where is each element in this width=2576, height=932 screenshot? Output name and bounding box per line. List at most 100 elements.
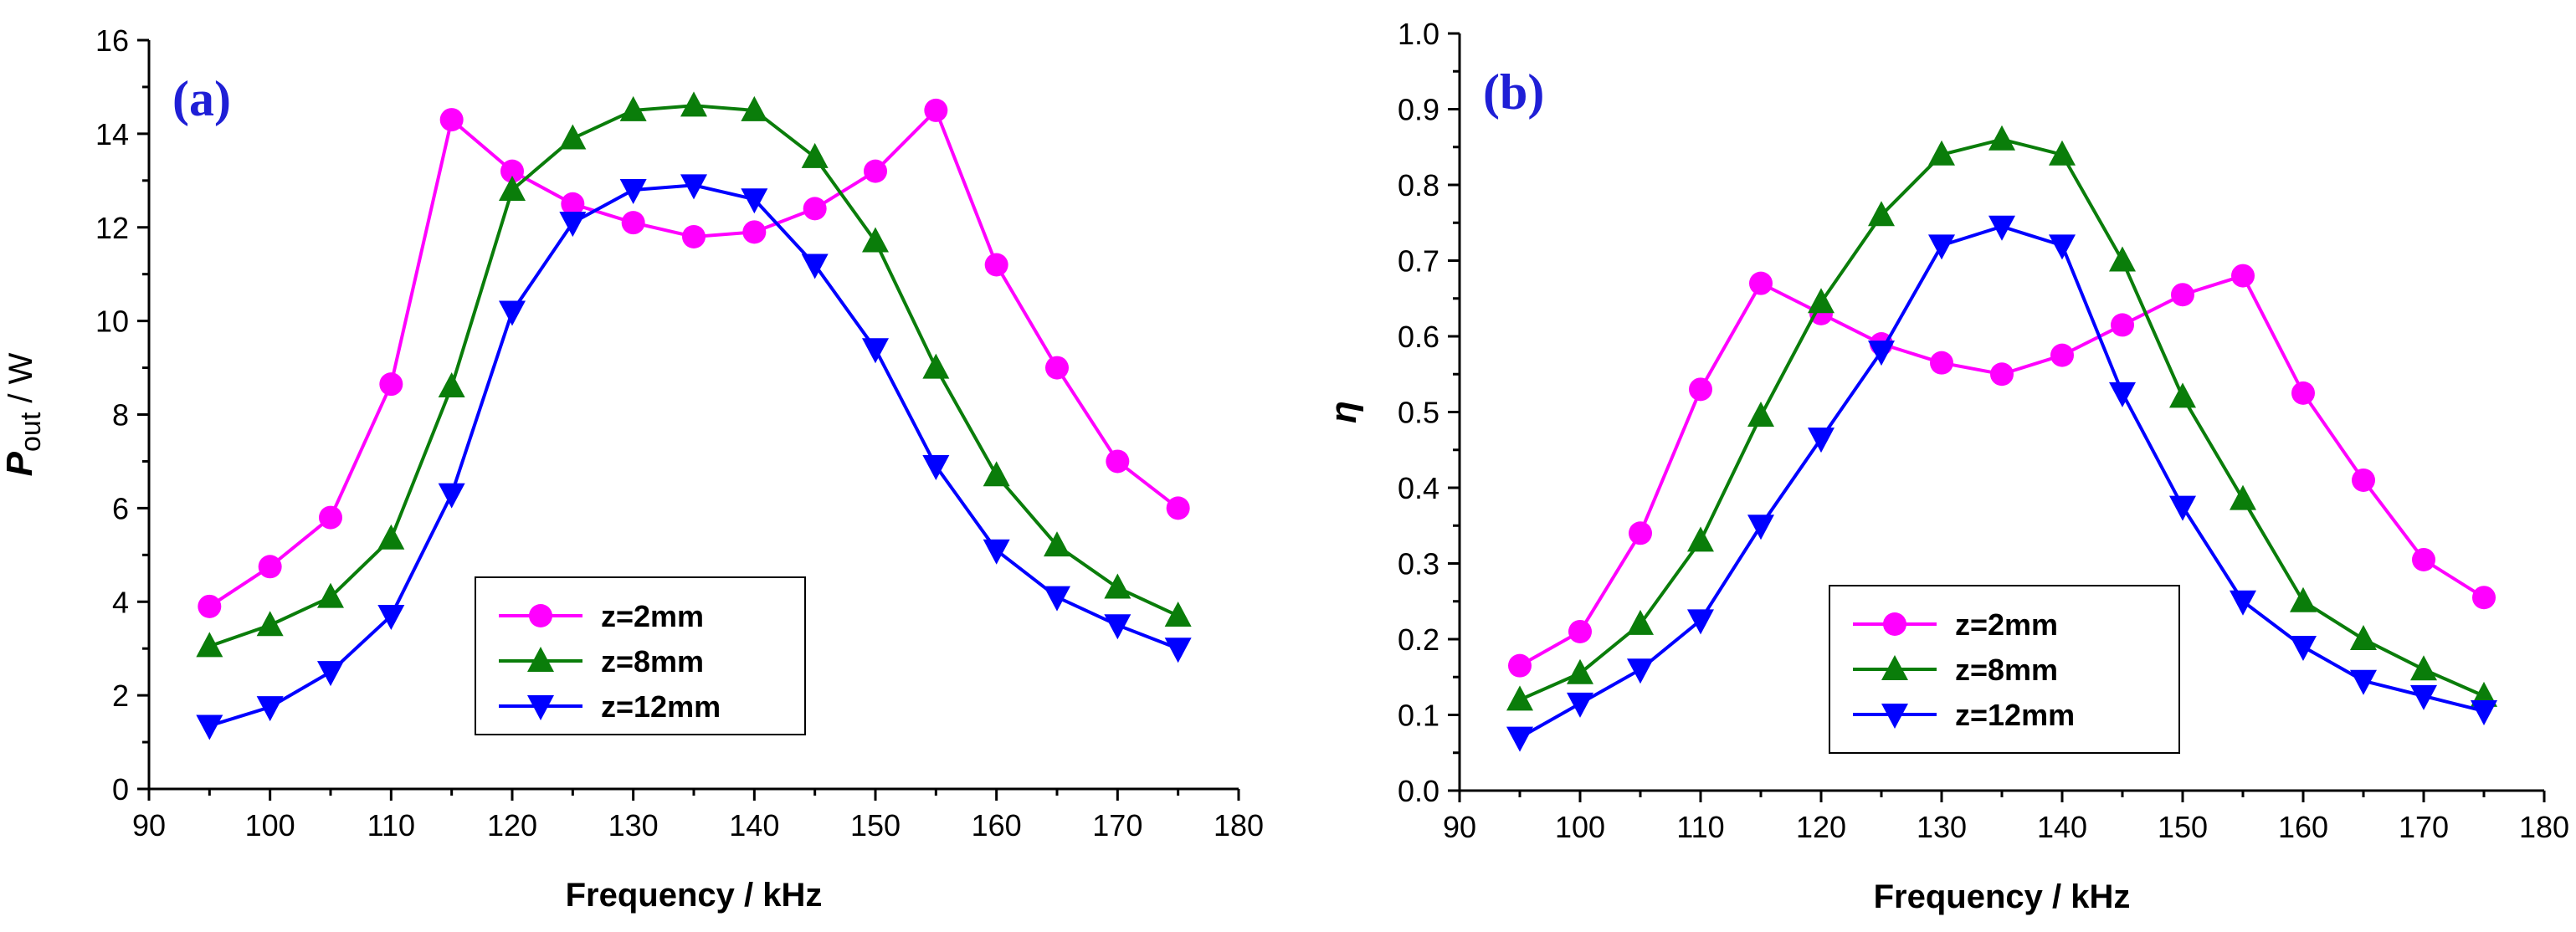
x-tick-label: 100 [1555,810,1605,844]
data-point [499,176,526,201]
y-tick-label: 1.0 [1398,17,1439,51]
data-point [2169,382,2196,408]
data-point [196,714,223,740]
data-point [2230,590,2256,616]
data-point [1104,573,1131,599]
data-point [1689,377,1712,402]
y-tick-label: 6 [112,491,129,525]
data-point [864,159,887,183]
data-point [2350,669,2377,695]
series-z=8mm [1506,125,2497,711]
data-point [500,159,524,183]
data-point [801,253,829,279]
data-point [377,524,405,550]
data-point [1508,653,1532,678]
data-point [1808,288,1835,314]
data-point [2290,636,2317,662]
x-tick-label: 130 [1917,810,1967,844]
legend-marker [1883,612,1906,636]
data-point [680,174,707,200]
data-point [2169,495,2196,521]
legend-label: z=12mm [1955,698,2075,732]
y-tick-label: 14 [95,117,129,151]
data-point [196,632,223,658]
data-point [862,227,889,253]
data-point [742,220,767,244]
panel-label: (a) [172,71,231,126]
data-point [2111,313,2134,337]
chart-panel-a: 90 100 110 120 130 140 150 160 170 180 0 2 4 6 8 10 12 14… [0,23,1264,914]
data-point [924,98,948,122]
data-point [1106,449,1130,474]
y-axis-title: η [1323,401,1364,423]
data-point [2291,381,2315,405]
data-point [1627,609,1654,635]
y-axis-title-main: η [1323,401,1364,423]
x-tick-label: 120 [1796,810,1846,844]
y-tick-label: 2 [112,679,129,713]
data-point [1044,531,1070,557]
data-point [2471,699,2497,725]
data-point [1629,521,1652,545]
legend-marker [1881,704,1908,729]
data-point [1164,638,1192,663]
legend-marker [1881,655,1908,680]
y-tick-label: 12 [95,211,129,245]
data-point [319,505,342,530]
data-point [1747,515,1774,540]
data-point [256,611,284,637]
data-point [1567,692,1593,718]
data-point [1506,685,1533,711]
x-tick-label: 160 [972,808,1022,842]
data-point [1166,496,1190,520]
x-tick-label: 160 [2278,810,2328,844]
x-axis-title: Frequency / kHz [566,877,823,914]
data-point [2352,468,2375,492]
x-tick-label: 150 [850,808,901,842]
legend-marker [527,695,554,720]
legend-marker [529,604,552,627]
data-point [2049,140,2076,166]
y-axis-title-sub: out [15,412,47,452]
legend-marker [527,647,554,672]
x-tick-label: 90 [1443,810,1476,844]
x-tick-label: 90 [132,808,166,842]
x-tick-label: 150 [2158,810,2208,844]
data-point [256,696,284,722]
series-z=2mm [198,98,1190,618]
data-point [2231,264,2255,288]
data-point [438,371,465,397]
data-point [499,300,526,326]
data-point [317,661,344,687]
y-tick-label: 0.8 [1398,168,1439,202]
data-point [438,483,465,509]
data-point [1747,402,1774,428]
x-tick-label: 180 [2519,810,2569,844]
data-point [561,192,585,216]
data-point [559,212,587,238]
data-point [2050,343,2074,367]
y-tick-label: 4 [112,585,129,619]
data-point [1988,215,2015,241]
y-tick-label: 10 [95,305,129,339]
chart-panel-b: 90 100 110 120 130 140 150 160 170 180 0.0 0.1 0.2 0.… [1323,17,2569,915]
data-point [682,224,706,248]
legend: z=2mm z=8mm z=12mm [1829,585,2180,754]
data-point [1868,201,1895,227]
data-point [1506,726,1533,752]
legend-label: z=2mm [1955,607,2058,642]
data-point [439,108,464,132]
series-z=2mm [1508,264,2496,678]
data-point [2412,547,2435,571]
x-tick-label: 120 [487,808,537,842]
legend: z=2mm z=8mm z=12mm [475,576,806,735]
x-tick-label: 180 [1214,808,1264,842]
x-axis-title: Frequency / kHz [1874,878,2131,915]
data-point [2410,655,2437,681]
data-point [1988,125,2015,151]
series-z=12mm [196,174,1192,740]
x-tick-label: 140 [2037,810,2087,844]
legend-label: z=8mm [601,644,704,679]
y-tick-label: 0.3 [1398,547,1439,581]
x-tick-label: 140 [729,808,779,842]
